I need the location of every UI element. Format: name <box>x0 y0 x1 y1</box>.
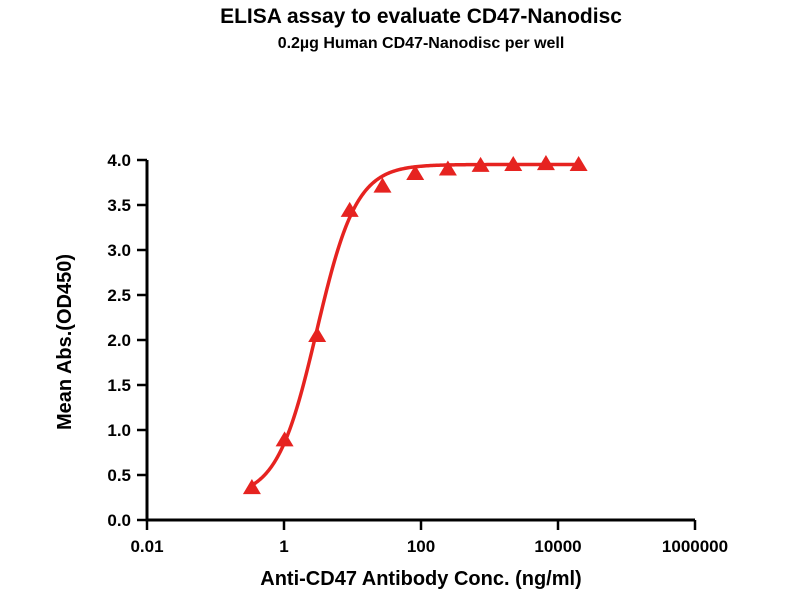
y-tick-label: 1.0 <box>107 421 131 440</box>
data-point-marker <box>242 479 261 495</box>
y-tick-label: 0.5 <box>107 466 131 485</box>
x-tick-label: 1000000 <box>662 537 728 556</box>
chart-subtitle: 0.2µg Human CD47-Nanodisc per well <box>278 35 565 52</box>
y-tick-label: 3.5 <box>107 196 131 215</box>
data-point-marker <box>536 155 555 171</box>
fit-curve <box>248 162 581 489</box>
data-point-marker <box>504 155 523 171</box>
y-axis-label: Mean Abs.(OD450) <box>54 254 76 430</box>
data-point-marker <box>373 177 392 193</box>
x-tick-label: 100 <box>407 537 435 556</box>
plot-area: 0.01 1 100 10000 1000000 0.0 0.5 1.0 1.5 2.0 2.5 3.… <box>107 151 728 556</box>
y-tick-label: 1.5 <box>107 376 131 395</box>
data-point-marker <box>308 326 327 342</box>
y-tick-label: 2.5 <box>107 286 131 305</box>
x-tick-label: 10000 <box>534 537 581 556</box>
chart-title: ELISA assay to evaluate CD47-Nanodisc <box>220 5 622 28</box>
data-point-marker <box>438 160 457 176</box>
y-tick-label: 3.0 <box>107 241 131 260</box>
data-point-marker <box>569 155 588 171</box>
data-point-marker <box>406 164 425 180</box>
y-tick-label: 4.0 <box>107 151 131 170</box>
y-tick-label: 2.0 <box>107 331 131 350</box>
data-point-marker <box>471 156 490 172</box>
y-tick-label: 0.0 <box>107 511 131 530</box>
x-tick-label: 1 <box>279 537 288 556</box>
data-point-marker <box>340 201 359 217</box>
data-point-marker <box>275 431 294 447</box>
x-tick-label: 0.01 <box>130 537 163 556</box>
x-axis-label: Anti-CD47 Antibody Conc. (ng/ml) <box>260 568 581 590</box>
